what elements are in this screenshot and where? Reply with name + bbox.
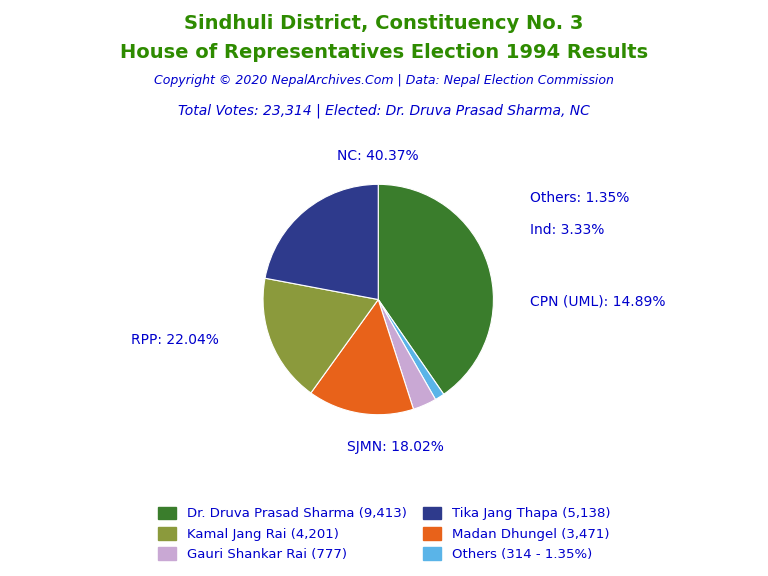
Wedge shape [378,184,493,395]
Wedge shape [263,278,378,393]
Text: Others: 1.35%: Others: 1.35% [530,191,630,205]
Text: Total Votes: 23,314 | Elected: Dr. Druva Prasad Sharma, NC: Total Votes: 23,314 | Elected: Dr. Druva… [178,104,590,118]
Text: Sindhuli District, Constituency No. 3: Sindhuli District, Constituency No. 3 [184,14,584,33]
Wedge shape [311,300,413,415]
Legend: Dr. Druva Prasad Sharma (9,413), Kamal Jang Rai (4,201), Gauri Shankar Rai (777): Dr. Druva Prasad Sharma (9,413), Kamal J… [153,501,615,567]
Text: RPP: 22.04%: RPP: 22.04% [131,333,220,347]
Text: Ind: 3.33%: Ind: 3.33% [530,223,604,237]
Text: House of Representatives Election 1994 Results: House of Representatives Election 1994 R… [120,43,648,62]
Text: CPN (UML): 14.89%: CPN (UML): 14.89% [530,295,666,309]
Text: SJMN: 18.02%: SJMN: 18.02% [347,440,444,454]
Text: NC: 40.37%: NC: 40.37% [337,149,419,162]
Wedge shape [265,184,379,300]
Text: Copyright © 2020 NepalArchives.Com | Data: Nepal Election Commission: Copyright © 2020 NepalArchives.Com | Dat… [154,74,614,87]
Wedge shape [378,300,444,400]
Wedge shape [378,300,435,409]
